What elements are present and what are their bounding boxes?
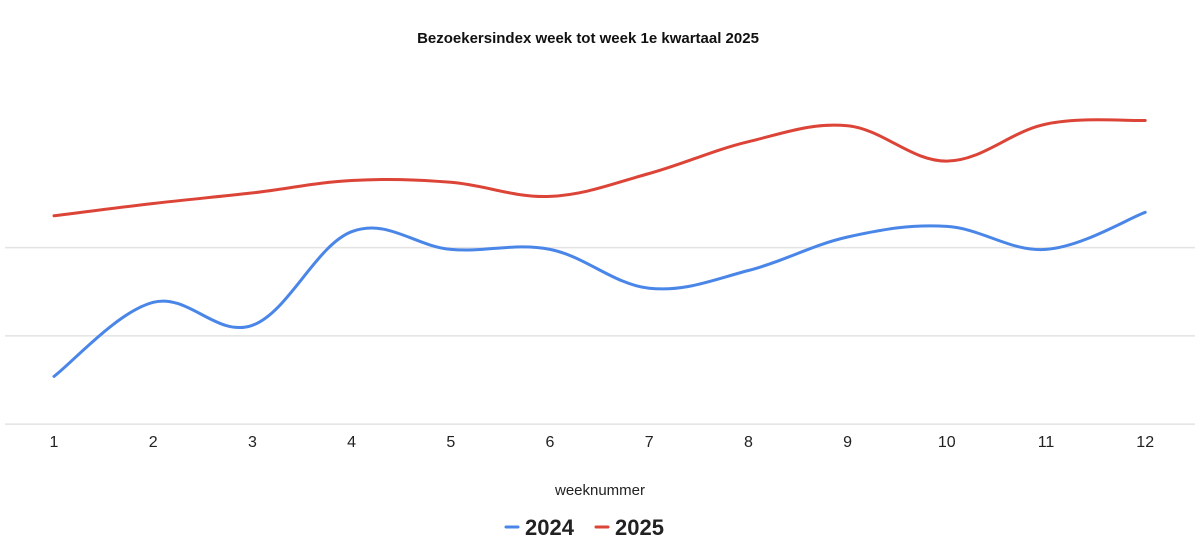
legend-label-2025: 2025 [615,515,664,540]
legend: 2024 2025 [504,515,664,540]
x-tick-label: 2 [149,434,158,451]
chart-title: Bezoekersindex week tot week 1e kwartaal… [417,30,759,47]
x-tick-label: 4 [347,434,356,451]
legend-label-2024: 2024 [525,515,575,540]
x-axis-ticks: 1 2 3 4 5 6 7 8 9 10 11 12 [50,434,1155,451]
x-tick-label: 12 [1136,434,1154,451]
series-lines [52,118,1147,378]
x-tick-label: 8 [744,434,753,451]
x-tick-label: 3 [248,434,257,451]
x-tick-label: 9 [843,434,852,451]
gridlines [5,246,1195,425]
x-tick-label: 7 [645,434,654,451]
x-tick-label: 11 [1038,434,1055,451]
x-tick-label: 10 [938,434,956,451]
x-axis-label: weeknummer [554,482,645,499]
x-tick-label: 5 [446,434,455,451]
series-line-2025 [52,118,1147,218]
series-line-2024 [52,210,1147,378]
x-tick-label: 1 [50,434,59,451]
x-tick-label: 6 [546,434,555,451]
